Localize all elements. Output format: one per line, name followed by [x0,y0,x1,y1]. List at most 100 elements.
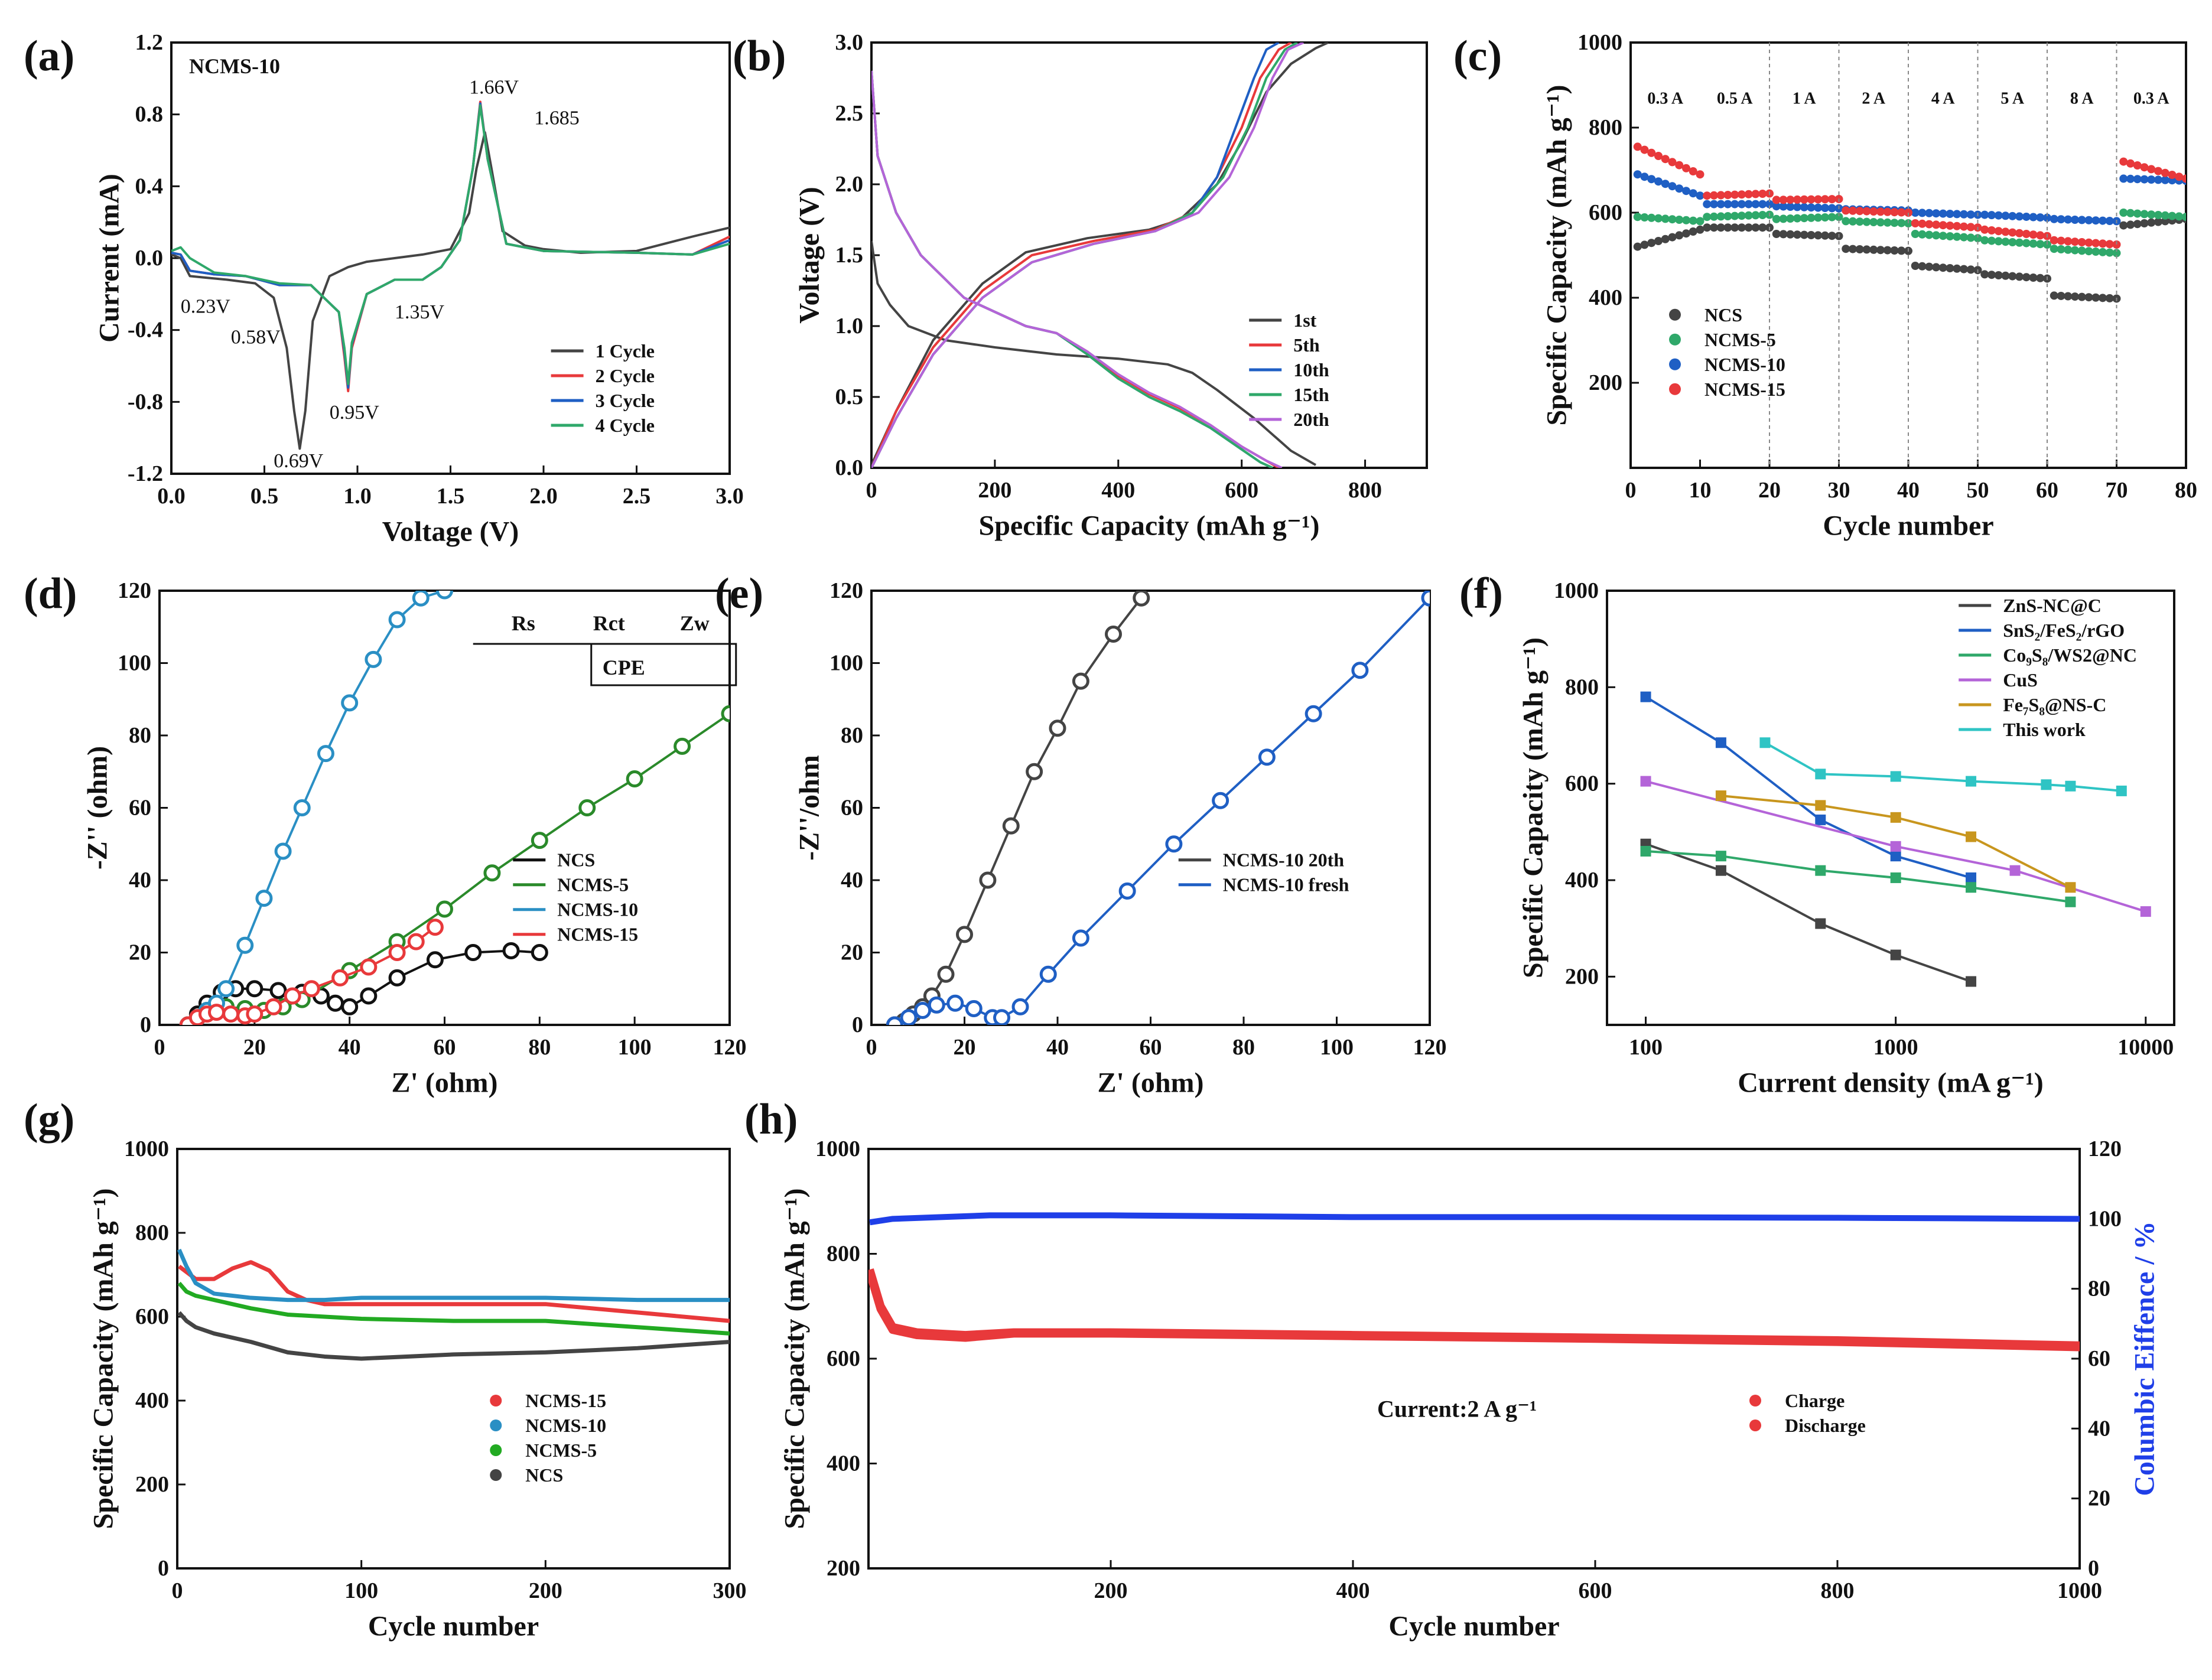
data-point [1793,230,1801,239]
data-point [1133,591,1150,607]
data-point [1855,207,1864,216]
data-point [2077,238,2086,246]
series-group [1633,142,2186,303]
x-tick-label: 1000 [1873,1035,1918,1060]
data-point [1814,195,1823,204]
data-point [255,890,273,907]
data-point [464,944,482,961]
plot-frame [867,1148,2081,1570]
y-axis-label: Specific Capacity (mAh g⁻¹) [779,1189,811,1529]
data-point [208,1004,225,1021]
data-point [1932,220,1940,229]
data-point [2071,292,2079,301]
legend-label: 3 Cycle [596,390,655,411]
data-point [1946,232,1954,240]
data-point [2119,221,2128,230]
data-point [1661,214,1670,223]
data-point [1744,211,1753,220]
data-point [2050,214,2058,223]
legend-label: NCMS-5 [557,874,629,896]
data-point [274,842,292,860]
x-tick-label: 2.5 [623,484,651,509]
data-point [1633,242,1642,251]
data-point [1960,222,1968,231]
data-point [1421,591,1430,607]
data-point [1987,211,1996,220]
data-point [2043,213,2051,222]
data-point [246,980,264,998]
data-point [1911,230,1920,238]
data-point [1647,239,1656,248]
data-point [1890,246,1899,255]
data-point [2050,291,2058,300]
data-point [1918,262,1927,271]
y-tick-label: 40 [129,868,151,893]
y-tick-label: 600 [827,1346,860,1371]
circuit-label: Rs [512,611,535,635]
series-group [886,591,1430,1025]
data-point [1759,737,1771,748]
data-point [2175,172,2184,181]
x-tick-label: 60 [1140,1035,1162,1060]
y2-tick-label: 60 [2088,1346,2110,1371]
data-point [2168,211,2177,220]
legend-marker [1749,1395,1761,1406]
rate-label: 0.5 A [1717,90,1753,108]
y-tick-label: 800 [1565,675,1599,699]
data-point [1815,865,1826,876]
annotation: 0.95V [330,402,380,424]
data-point [284,987,301,1005]
data-point [483,864,501,882]
data-point [2015,272,2024,281]
circuit-label: Zw [680,611,710,635]
data-point [1980,210,1989,219]
data-point [1966,776,1977,787]
data-point [1689,227,1697,236]
data-point [2077,246,2086,255]
data-point [1883,218,1892,227]
rate-label: 8 A [2070,90,2094,108]
y-tick-label: 0 [140,1012,151,1037]
data-point [1258,748,1276,766]
y-tick-label: 40 [841,868,863,893]
data-point [1890,208,1899,217]
chart-panel-b: (b) 0 200 400 600 800 0.0 0.5 1.0 1.5 2.0 2.5 3.0 Spe… [733,30,1428,542]
data-point [1966,223,1975,232]
x-tick-label: 20 [954,1035,976,1060]
data-point [2099,239,2107,248]
x-tick-label: 400 [1336,1578,1370,1603]
data-point [1751,190,1760,198]
data-point [1821,195,1829,204]
data-point [1953,210,1961,219]
series-line [894,597,1430,1025]
data-point [956,926,973,943]
data-point [2064,245,2073,254]
data-point [1814,203,1823,212]
x-tick-label: 40 [1046,1035,1069,1060]
data-point [993,1009,1010,1025]
data-point [1827,195,1836,204]
data-point [1118,882,1136,900]
data-point [2140,906,2151,917]
data-point [1072,929,1089,947]
data-point [1049,719,1066,737]
data-point [1779,214,1788,223]
data-point [2126,159,2135,168]
data-point [1703,223,1712,232]
data-point [1744,190,1753,198]
legend-label: NCS [557,849,595,871]
y-tick-label: 200 [1565,964,1599,989]
legend-label: Discharge [1785,1415,1866,1436]
data-point [1072,672,1089,690]
data-point [1807,231,1816,239]
data-point [1682,187,1690,196]
series-line [871,70,1273,468]
y-tick-label: 100 [830,651,863,676]
data-point [1938,209,1947,218]
data-point [388,969,406,986]
data-point [914,1002,932,1019]
data-point [1815,918,1826,929]
data-point [426,951,444,969]
data-point [1633,213,1642,222]
legend-marker [1669,333,1681,346]
